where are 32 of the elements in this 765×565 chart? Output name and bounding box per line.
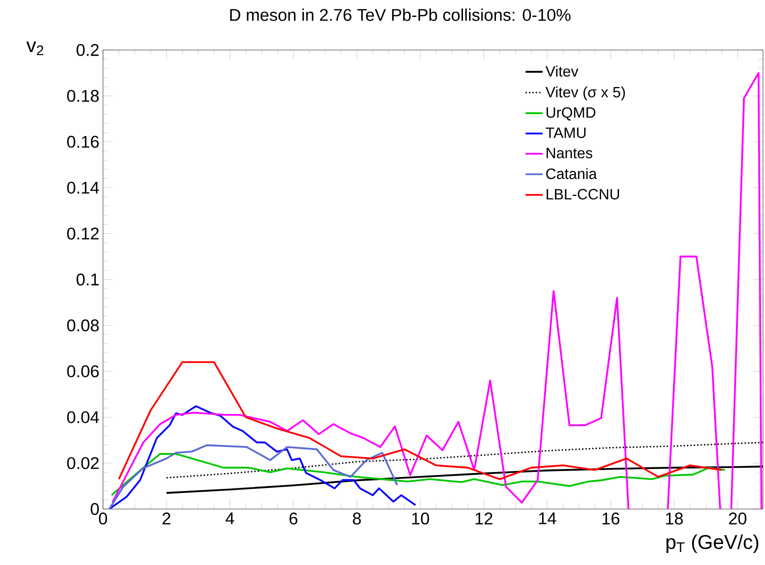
y-tick-label: 0.2	[76, 44, 99, 56]
x-tick-label: 10	[412, 512, 430, 525]
x-tick-label: 4	[226, 512, 234, 524]
x-tick-label: 16	[602, 512, 620, 525]
y-tick-label: 0.18	[67, 90, 99, 102]
x-tick-label: 0	[98, 512, 108, 525]
y-tick-label: 0.08	[67, 319, 99, 332]
x-tick-label: 12	[476, 512, 492, 524]
y-tick-label: 0.14	[67, 182, 99, 194]
chart-title: D meson in 2.76 TeV Pb-Pb collisions: 0-10%	[230, 8, 571, 21]
y-tick-label: 0.02	[67, 457, 99, 470]
legend-label: UrQMD	[546, 107, 596, 120]
y-tick-label: 0.06	[67, 365, 99, 378]
x-tick-label: 2	[162, 512, 170, 524]
y-axis-title: v$_{2}$	[26, 42, 44, 56]
y-tick-label: 0.04	[67, 411, 99, 424]
legend-label: TAMU	[546, 128, 586, 138]
y-tick-label: 0	[90, 503, 99, 515]
legend-label: Vitev (σ x 5)	[546, 86, 625, 100]
x-tick-label: 8	[352, 512, 361, 525]
y-tick-label: 0.16	[67, 136, 99, 148]
legend-label: Nantes	[546, 148, 592, 158]
legend-label: Vitev	[546, 66, 578, 77]
x-tick-label: 6	[290, 512, 298, 525]
y-tick-label: 0.1	[76, 274, 99, 286]
x-tick-label: 14	[539, 512, 556, 524]
x-tick-label: 20	[729, 512, 746, 525]
y-tick-label: 0.12	[67, 228, 99, 240]
x-tick-label: 18	[666, 512, 683, 525]
legend-label: Catania	[546, 168, 597, 180]
legend-label: LBL-CCNU	[546, 188, 620, 200]
x-axis-title: p$_{T}$ (GeV/c)	[666, 534, 758, 554]
